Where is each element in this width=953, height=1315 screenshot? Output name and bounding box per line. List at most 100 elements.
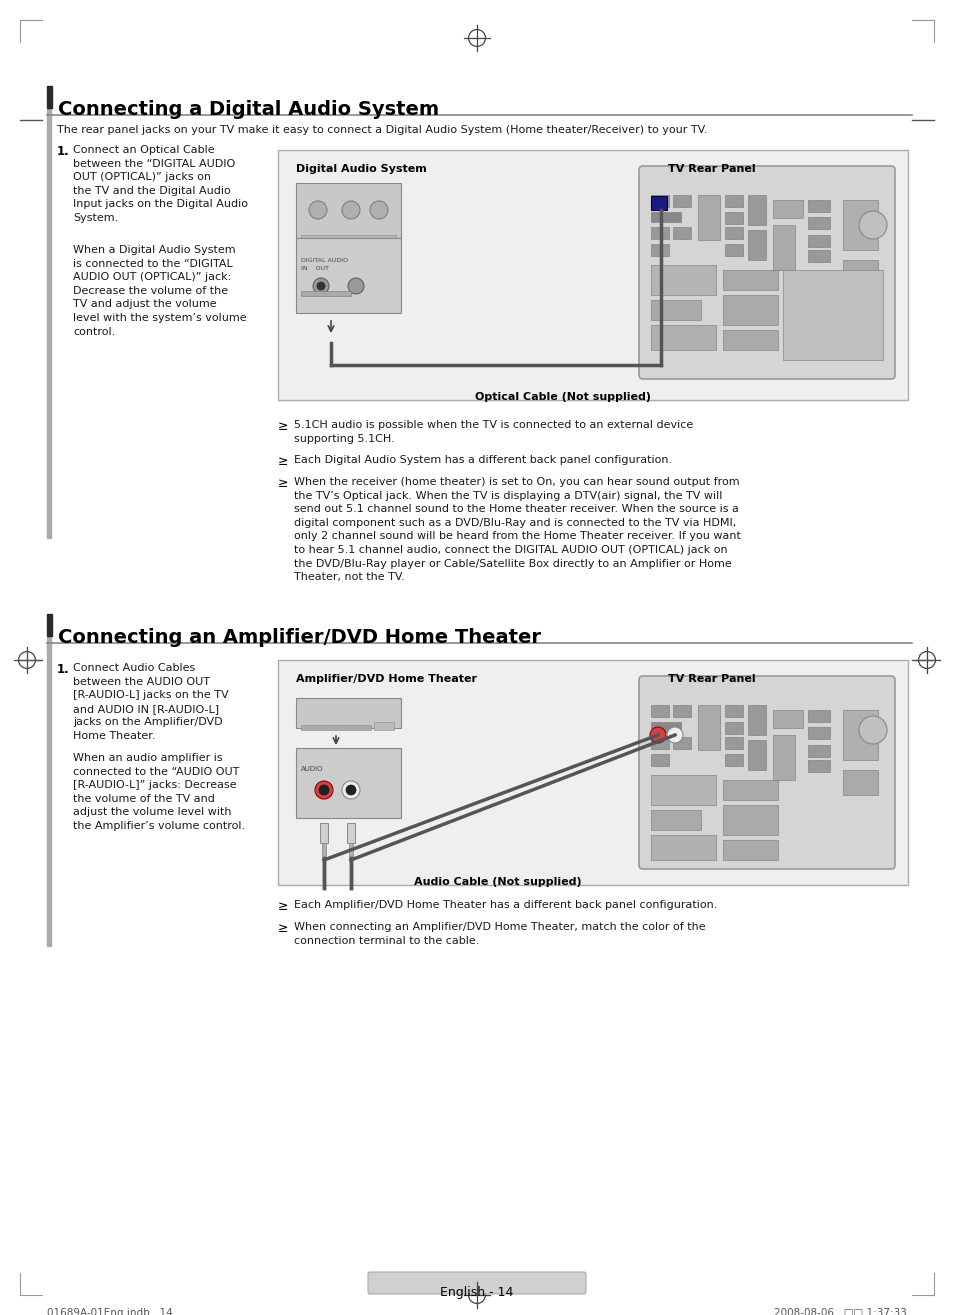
Bar — [650, 775, 716, 805]
Bar — [807, 217, 829, 229]
Text: ≥: ≥ — [277, 477, 288, 490]
Bar — [374, 722, 394, 730]
Bar — [650, 266, 716, 295]
FancyBboxPatch shape — [639, 166, 894, 379]
Bar — [322, 843, 326, 857]
Bar — [295, 748, 400, 818]
Circle shape — [313, 277, 329, 295]
Bar — [747, 195, 765, 225]
Circle shape — [666, 727, 682, 743]
Bar — [650, 753, 668, 767]
Text: The rear panel jacks on your TV make it easy to connect a Digital Audio System (: The rear panel jacks on your TV make it … — [57, 125, 707, 135]
Circle shape — [341, 781, 359, 800]
Bar — [698, 195, 720, 241]
Bar — [650, 835, 716, 860]
Bar — [722, 270, 778, 291]
Text: 01689A-01Eng.indb   14: 01689A-01Eng.indb 14 — [47, 1308, 172, 1315]
Bar — [724, 753, 742, 767]
Circle shape — [309, 201, 327, 220]
Bar — [747, 705, 765, 735]
Bar — [650, 705, 668, 717]
Bar — [650, 212, 680, 222]
Bar — [807, 250, 829, 262]
Text: Audio Cable (Not supplied): Audio Cable (Not supplied) — [414, 877, 581, 888]
Bar — [722, 840, 778, 860]
Bar — [295, 183, 400, 238]
Bar — [807, 727, 829, 739]
Bar — [672, 227, 690, 239]
Bar — [772, 710, 802, 729]
Bar — [722, 330, 778, 350]
Bar — [47, 636, 51, 945]
Bar — [842, 200, 877, 250]
Text: AUDIO: AUDIO — [301, 767, 323, 772]
Circle shape — [649, 727, 665, 743]
Text: When the receiver (home theater) is set to On, you can hear sound output from
th: When the receiver (home theater) is set … — [294, 477, 740, 583]
Bar — [47, 614, 52, 636]
Text: ≥: ≥ — [277, 419, 288, 433]
Circle shape — [314, 781, 333, 800]
Bar — [722, 780, 778, 800]
Text: Optical Cable (Not supplied): Optical Cable (Not supplied) — [475, 392, 650, 402]
Bar — [650, 736, 668, 750]
Bar — [650, 245, 668, 256]
Text: When a Digital Audio System
is connected to the “DIGITAL
AUDIO OUT (OPTICAL)” ja: When a Digital Audio System is connected… — [73, 245, 247, 337]
Bar — [724, 705, 742, 717]
Text: Each Digital Audio System has a different back panel configuration.: Each Digital Audio System has a differen… — [294, 455, 672, 466]
Bar — [772, 735, 794, 780]
Circle shape — [858, 715, 886, 744]
Bar — [772, 225, 794, 270]
Bar — [807, 746, 829, 757]
Bar — [747, 230, 765, 260]
Text: Connecting a Digital Audio System: Connecting a Digital Audio System — [58, 100, 438, 118]
Bar — [842, 260, 877, 285]
Text: Connect Audio Cables
between the AUDIO OUT
[R-AUDIO-L] jacks on the TV
and AUDIO: Connect Audio Cables between the AUDIO O… — [73, 663, 229, 740]
Text: 1.: 1. — [57, 663, 70, 676]
Bar — [842, 771, 877, 796]
Text: Connecting an Amplifier/DVD Home Theater: Connecting an Amplifier/DVD Home Theater — [58, 629, 540, 647]
Bar — [724, 195, 742, 206]
Bar — [772, 200, 802, 218]
Bar — [724, 212, 742, 224]
Text: ≥: ≥ — [277, 899, 288, 913]
Bar — [47, 108, 51, 538]
Circle shape — [316, 281, 325, 291]
FancyBboxPatch shape — [368, 1272, 585, 1294]
Text: Digital Audio System: Digital Audio System — [295, 164, 426, 174]
Bar — [724, 227, 742, 239]
Text: TV Rear Panel: TV Rear Panel — [667, 164, 755, 174]
Text: DIGITAL AUDIO: DIGITAL AUDIO — [301, 258, 348, 263]
Bar — [724, 245, 742, 256]
Text: ≥: ≥ — [277, 455, 288, 468]
Bar — [782, 270, 882, 360]
Bar — [277, 150, 907, 400]
Bar — [301, 291, 351, 296]
Bar — [722, 805, 778, 835]
Bar — [650, 325, 716, 350]
Bar — [807, 760, 829, 772]
Bar — [295, 238, 400, 313]
FancyBboxPatch shape — [639, 676, 894, 869]
Text: TV Rear Panel: TV Rear Panel — [667, 675, 755, 684]
Text: 5.1CH audio is possible when the TV is connected to an external device
supportin: 5.1CH audio is possible when the TV is c… — [294, 419, 693, 443]
Bar — [347, 823, 355, 843]
Text: When an audio amplifier is
connected to the “AUDIO OUT
[R-AUDIO-L]” jacks: Decre: When an audio amplifier is connected to … — [73, 753, 245, 831]
Bar — [807, 710, 829, 722]
Text: When connecting an Amplifier/DVD Home Theater, match the color of the
connection: When connecting an Amplifier/DVD Home Th… — [294, 922, 705, 945]
Text: 1.: 1. — [57, 145, 70, 158]
Circle shape — [318, 785, 329, 796]
Bar — [301, 235, 395, 241]
Text: Amplifier/DVD Home Theater: Amplifier/DVD Home Theater — [295, 675, 476, 684]
Circle shape — [370, 201, 388, 220]
Bar — [672, 736, 690, 750]
Bar — [319, 823, 328, 843]
Bar — [650, 300, 700, 320]
Bar — [650, 722, 680, 732]
Bar — [295, 698, 400, 729]
Bar — [349, 843, 353, 857]
Text: Connect an Optical Cable
between the “DIGITAL AUDIO
OUT (OPTICAL)” jacks on
the : Connect an Optical Cable between the “DI… — [73, 145, 248, 224]
Text: ≥: ≥ — [277, 922, 288, 935]
Bar — [747, 740, 765, 771]
Bar — [47, 85, 52, 108]
Bar — [301, 725, 371, 730]
